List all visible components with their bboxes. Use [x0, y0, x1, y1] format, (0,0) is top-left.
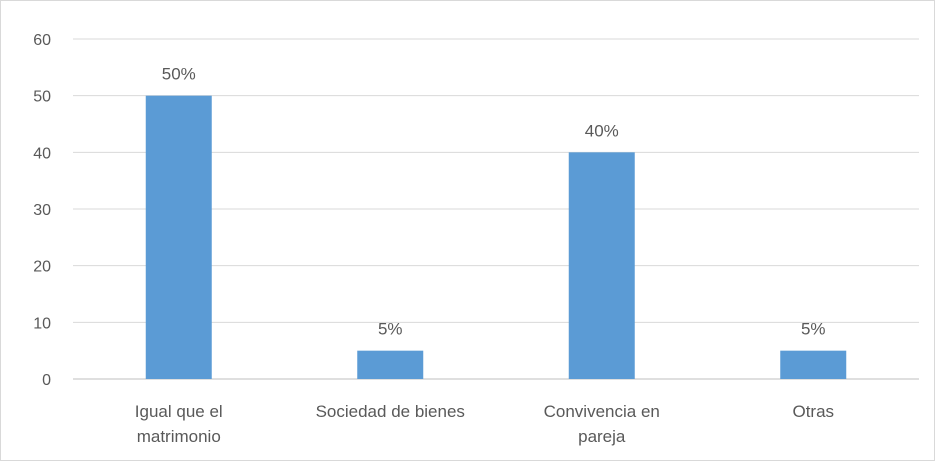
bar — [780, 350, 847, 379]
x-tick-label-line: Otras — [792, 402, 834, 421]
bar — [145, 95, 212, 380]
bar — [568, 152, 635, 379]
x-tick-label: Convivencia en pareja — [544, 402, 660, 446]
x-tick-label: Otras — [792, 402, 834, 421]
x-tick-label-line: matrimonio — [137, 427, 221, 446]
gridlines — [73, 38, 919, 380]
data-label: 5% — [378, 320, 403, 339]
y-tick-label: 40 — [33, 145, 51, 162]
x-tick-label: Sociedad de bienes — [316, 402, 465, 421]
y-tick-label: 30 — [33, 202, 51, 219]
x-tick-label-line: pareja — [578, 427, 626, 446]
bar — [357, 350, 424, 379]
y-tick-label: 20 — [33, 259, 51, 276]
data-labels: 50% 5% 40% 5% — [162, 65, 826, 339]
y-tick-label: 0 — [42, 372, 51, 389]
x-axis-labels: Igual que el matrimonio Sociedad de bienes… — [135, 402, 834, 446]
x-tick-label-line: Igual que el — [135, 402, 223, 421]
y-axis-ticks: 0 10 20 30 40 50 60 — [33, 32, 51, 389]
x-tick-label-line: Convivencia en — [544, 402, 660, 421]
x-tick-label-line: Sociedad de bienes — [316, 402, 465, 421]
data-label: 50% — [162, 65, 196, 84]
data-label: 5% — [801, 320, 826, 339]
y-tick-label: 10 — [33, 315, 51, 332]
y-tick-label: 50 — [33, 89, 51, 106]
x-tick-label: Igual que el matrimonio — [135, 402, 223, 446]
y-tick-label: 60 — [33, 32, 51, 49]
bars — [145, 95, 847, 380]
data-label: 40% — [585, 121, 619, 140]
